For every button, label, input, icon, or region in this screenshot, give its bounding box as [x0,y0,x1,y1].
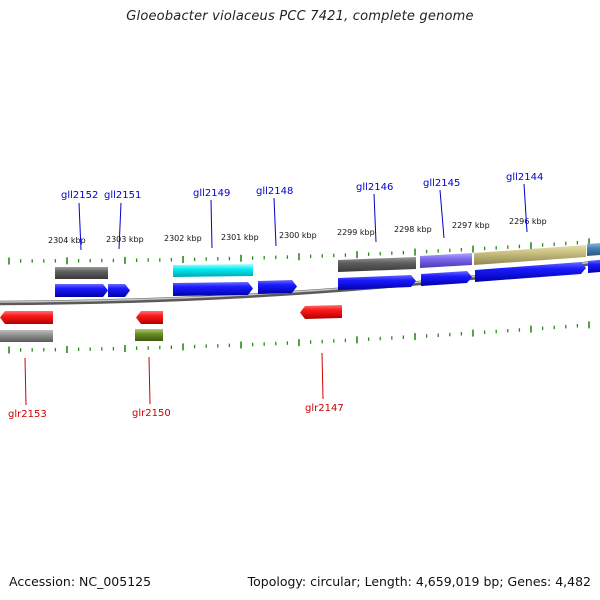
cog-bar-glr2153[interactable] [0,330,53,342]
scale-label-2300: 2300 kbp [279,231,317,240]
leader-glr2150 [148,356,151,405]
leader-gll2144 [523,183,528,233]
reverse-label-leaders [24,352,324,406]
scale-label-2302: 2302 kbp [164,234,202,243]
leader-glr2147 [321,352,324,400]
accession-text: Accession: NC_005125 [9,574,152,589]
gene-arrow-gll2145[interactable] [421,271,472,286]
gene-arrow-glr2147[interactable] [300,305,342,319]
leader-gll2152 [78,202,82,251]
leader-gll2149 [210,199,213,249]
gene-arrow-gll2144[interactable] [475,262,586,282]
scale-ticks-inner [8,321,590,354]
gene-label-gll2149[interactable]: gll2149 [193,188,230,199]
gene-label-glr2150[interactable]: glr2150 [132,408,171,419]
gene-arrow-gll2152[interactable] [55,284,108,297]
leader-gll2148 [273,197,277,247]
gene-arrow-gll2148[interactable] [258,280,297,294]
gene-label-gll2144[interactable]: gll2144 [506,172,543,183]
cog-bar-gll2145[interactable] [420,253,472,268]
scale-label-2298: 2298 kbp [394,225,432,234]
map-title: Gloeobacter violaceus PCC 7421, complete… [126,9,474,24]
scale-label-2304: 2304 kbp [48,236,86,245]
scale-label-2301: 2301 kbp [221,233,259,242]
cog-track-reverse [0,329,163,342]
cog-bar-gll2152[interactable] [55,267,108,279]
scale-label-2296: 2296 kbp [509,217,547,226]
gene-arrow-glr2153[interactable] [0,311,53,324]
genome-summary-text: Topology: circular; Length: 4,659,019 bp… [247,574,591,589]
gene-arrow-glr2150[interactable] [136,311,163,324]
gene-label-gll2148[interactable]: gll2148 [256,186,293,197]
scale-label-2297: 2297 kbp [452,221,490,230]
reverse-gene-track [0,305,342,324]
gene-arrow-gll2146[interactable] [338,275,416,290]
gene-label-gll2151[interactable]: gll2151 [104,190,141,201]
gene-label-gll2146[interactable]: gll2146 [356,182,393,193]
gene-label-gll2152[interactable]: gll2152 [61,190,98,201]
scale-label-2303: 2303 kbp [106,235,144,244]
cog-track-forward [55,243,600,279]
gene-label-glr2147[interactable]: glr2147 [305,403,344,414]
gene-label-glr2153[interactable]: glr2153 [8,409,47,420]
leader-glr2153 [24,357,27,406]
gene-arrow-gll2149[interactable] [173,282,253,296]
cog-bar-gll2144[interactable] [474,245,586,265]
leader-gll2151 [118,202,122,250]
gene-arrow-gll2151[interactable] [108,284,130,297]
leader-gll2146 [373,193,377,243]
cog-bar-gll2149[interactable] [173,264,253,277]
scale-ticks-outer [8,238,590,265]
cog-bar-edge[interactable] [587,243,600,256]
cog-bar-gll2146[interactable] [338,257,416,272]
gene-arrow-edge[interactable] [588,260,600,273]
leader-gll2145 [439,189,445,239]
forward-label-leaders [78,183,528,251]
cog-bar-glr2150[interactable] [135,329,163,341]
forward-gene-track [55,260,600,297]
gene-label-gll2145[interactable]: gll2145 [423,178,460,189]
scale-label-2299: 2299 kbp [337,228,375,237]
